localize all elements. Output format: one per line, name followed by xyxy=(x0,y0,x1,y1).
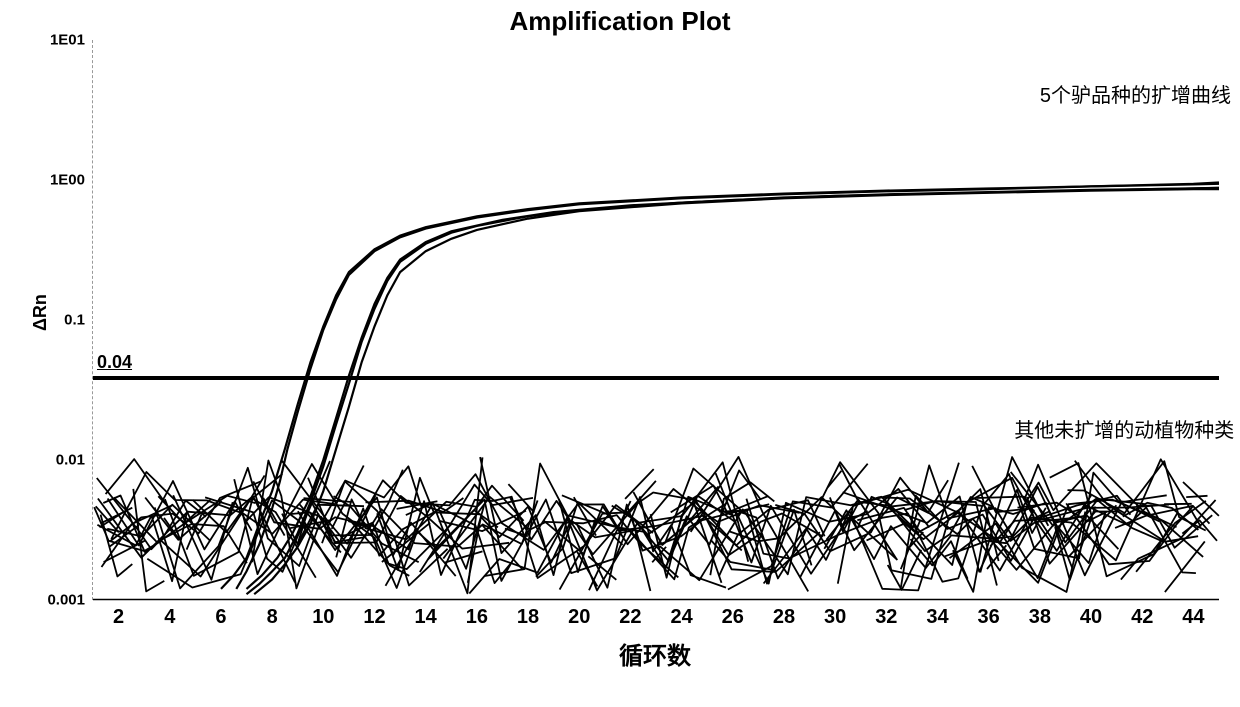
y-tick: 0.1 xyxy=(64,312,85,329)
chart-title: Amplification Plot xyxy=(0,6,1240,37)
amplification-curve xyxy=(247,188,1220,589)
y-tick: 0.001 xyxy=(47,592,85,609)
x-tick: 32 xyxy=(875,606,897,629)
x-tick: 22 xyxy=(619,606,641,629)
y-tick: 1E01 xyxy=(50,32,85,49)
threshold-line xyxy=(93,376,1219,380)
x-tick: 36 xyxy=(978,606,1000,629)
curves-svg xyxy=(93,40,1219,600)
x-tick: 12 xyxy=(363,606,385,629)
x-tick: 4 xyxy=(164,606,175,629)
amplification-plot: Amplification Plot 0.04 0.0010.010.11E00… xyxy=(0,0,1240,707)
x-tick: 44 xyxy=(1182,606,1204,629)
x-axis-label: 循环数 xyxy=(92,636,1218,671)
x-tick: 14 xyxy=(415,606,437,629)
x-tick: 34 xyxy=(926,606,948,629)
x-tick: 42 xyxy=(1131,606,1153,629)
x-tick: 24 xyxy=(670,606,692,629)
x-tick: 30 xyxy=(824,606,846,629)
x-tick: 8 xyxy=(267,606,278,629)
x-tick: 28 xyxy=(773,606,795,629)
x-tick: 26 xyxy=(722,606,744,629)
y-axis-label: ΔRn xyxy=(30,294,51,331)
x-tick: 18 xyxy=(517,606,539,629)
annotation: 5个驴品种的扩增曲线 xyxy=(1040,79,1231,108)
x-tick: 2 xyxy=(113,606,124,629)
x-tick: 20 xyxy=(568,606,590,629)
x-tick: 40 xyxy=(1080,606,1102,629)
x-tick: 38 xyxy=(1029,606,1051,629)
x-tick: 16 xyxy=(466,606,488,629)
x-tick: 6 xyxy=(215,606,226,629)
x-tick: 10 xyxy=(312,606,334,629)
y-tick: 0.01 xyxy=(56,452,85,469)
y-tick: 1E00 xyxy=(50,172,85,189)
annotation: 其他未扩增的动植物种类 xyxy=(1014,414,1234,443)
threshold-label: 0.04 xyxy=(97,352,132,373)
plot-area: 0.04 0.0010.010.11E001E01246810121416182… xyxy=(92,40,1219,600)
